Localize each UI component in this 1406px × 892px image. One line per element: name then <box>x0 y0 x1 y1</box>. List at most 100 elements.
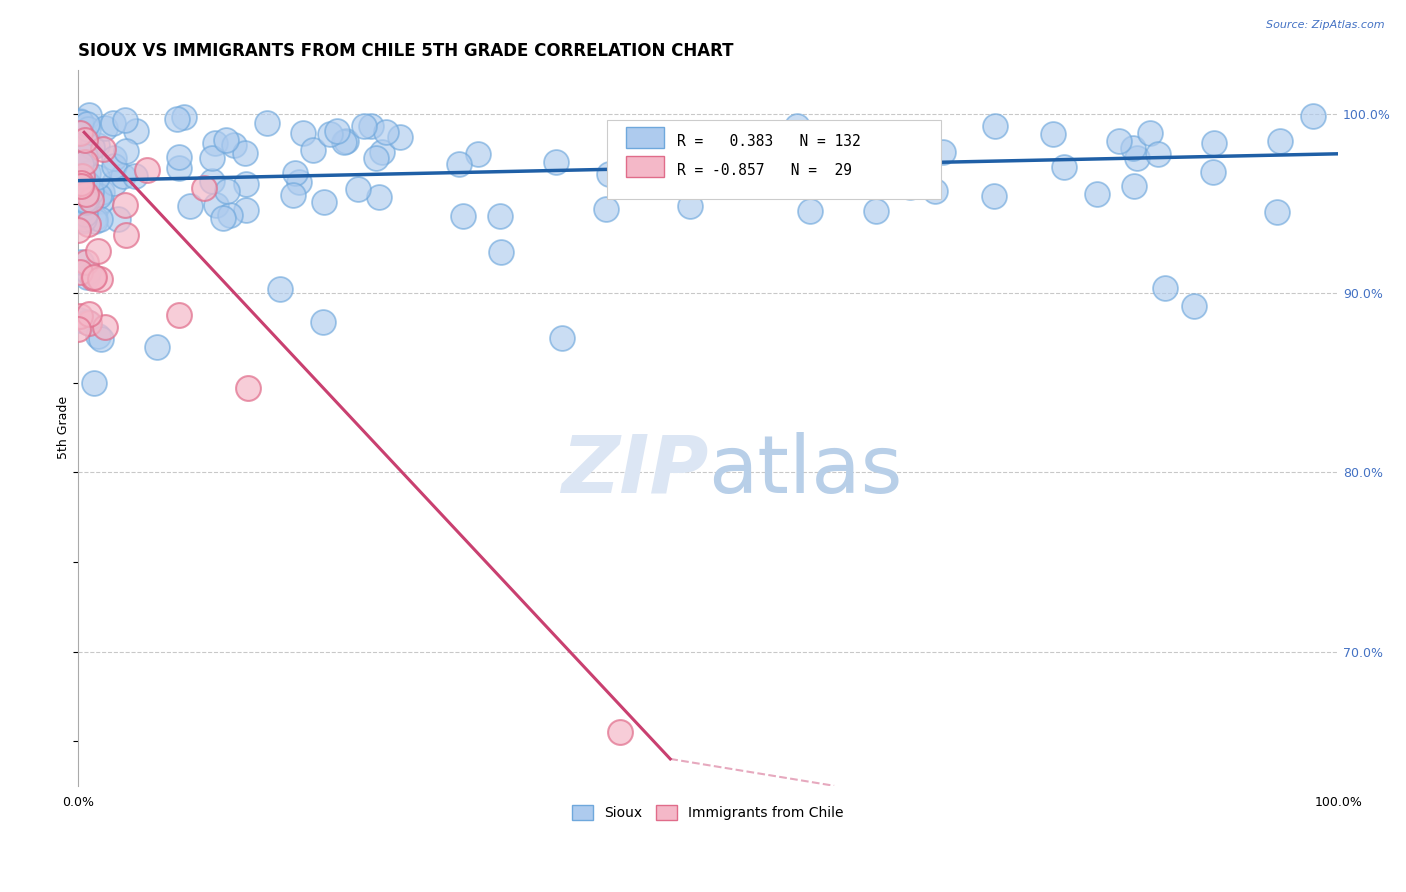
Point <box>236 381 259 395</box>
Point <box>1154 281 1177 295</box>
Point <box>115 145 138 159</box>
Point <box>86 137 108 152</box>
Point <box>80 193 103 207</box>
Point <box>76 121 98 136</box>
Point <box>75 128 97 142</box>
Point <box>112 169 135 183</box>
Point <box>77 165 100 179</box>
Point <box>193 181 215 195</box>
Point <box>235 177 257 191</box>
Point <box>1182 299 1205 313</box>
Point <box>73 211 96 226</box>
Point <box>217 184 239 198</box>
Point <box>173 110 195 124</box>
Point <box>1202 165 1225 179</box>
Point <box>77 307 100 321</box>
Point <box>79 185 101 199</box>
Bar <box>626 155 664 178</box>
Point <box>388 130 411 145</box>
Point <box>281 188 304 202</box>
Point <box>72 169 94 183</box>
Point <box>103 152 125 166</box>
Point <box>69 113 91 128</box>
Point <box>551 331 574 345</box>
Point <box>75 255 97 269</box>
Point <box>89 332 111 346</box>
FancyBboxPatch shape <box>607 120 941 199</box>
Point <box>224 138 246 153</box>
Point <box>87 244 110 259</box>
Point <box>114 113 136 128</box>
Point <box>1122 141 1144 155</box>
Point <box>107 212 129 227</box>
Point <box>598 167 620 181</box>
Point <box>1053 160 1076 174</box>
Text: atlas: atlas <box>709 432 903 509</box>
Point <box>94 320 117 334</box>
Point <box>1122 178 1144 193</box>
Text: R =   0.383   N = 132: R = 0.383 N = 132 <box>676 134 860 149</box>
Point <box>69 126 91 140</box>
Point <box>333 135 356 149</box>
Point <box>70 255 93 269</box>
Point <box>292 126 315 140</box>
Point <box>1202 136 1225 150</box>
Point <box>86 169 108 184</box>
Text: SIOUX VS IMMIGRANTS FROM CHILE 5TH GRADE CORRELATION CHART: SIOUX VS IMMIGRANTS FROM CHILE 5TH GRADE… <box>77 42 734 60</box>
Point <box>67 313 90 327</box>
Point <box>69 309 91 323</box>
Point <box>326 124 349 138</box>
Point <box>76 199 98 213</box>
Point <box>368 190 391 204</box>
Text: Source: ZipAtlas.com: Source: ZipAtlas.com <box>1267 20 1385 29</box>
Point <box>314 194 336 209</box>
Point <box>1085 187 1108 202</box>
Point <box>103 176 125 190</box>
Point <box>67 128 90 142</box>
Point <box>166 112 188 127</box>
Point <box>101 116 124 130</box>
Point <box>489 209 512 223</box>
Point <box>115 227 138 242</box>
Point <box>70 179 93 194</box>
Point <box>1139 126 1161 140</box>
Point <box>73 193 96 207</box>
Point <box>77 144 100 158</box>
Point <box>235 146 257 161</box>
Legend: Sioux, Immigrants from Chile: Sioux, Immigrants from Chile <box>567 799 849 825</box>
Point <box>73 133 96 147</box>
Point <box>82 271 104 285</box>
Point <box>799 203 821 218</box>
Point <box>595 202 617 217</box>
Y-axis label: 5th Grade: 5th Grade <box>58 396 70 459</box>
Text: ZIP: ZIP <box>561 432 709 509</box>
Point <box>544 155 567 169</box>
Point <box>335 134 357 148</box>
Point <box>124 169 146 184</box>
Point <box>76 176 98 190</box>
Point <box>84 211 107 225</box>
Point <box>77 316 100 330</box>
Point <box>204 197 226 211</box>
Point <box>1302 109 1324 123</box>
Point <box>114 198 136 212</box>
Point <box>79 196 101 211</box>
Point <box>79 179 101 194</box>
Point <box>80 140 103 154</box>
Point <box>983 119 1005 133</box>
Point <box>89 272 111 286</box>
Point <box>865 204 887 219</box>
Point <box>69 265 91 279</box>
Point <box>72 202 94 216</box>
Point <box>288 175 311 189</box>
Point <box>983 189 1005 203</box>
Point <box>360 119 382 133</box>
Point <box>76 218 98 232</box>
Point <box>75 195 97 210</box>
Point <box>898 179 921 194</box>
Point <box>73 149 96 163</box>
Point <box>256 116 278 130</box>
Point <box>449 156 471 170</box>
Point <box>1126 151 1149 165</box>
Point <box>103 159 125 173</box>
